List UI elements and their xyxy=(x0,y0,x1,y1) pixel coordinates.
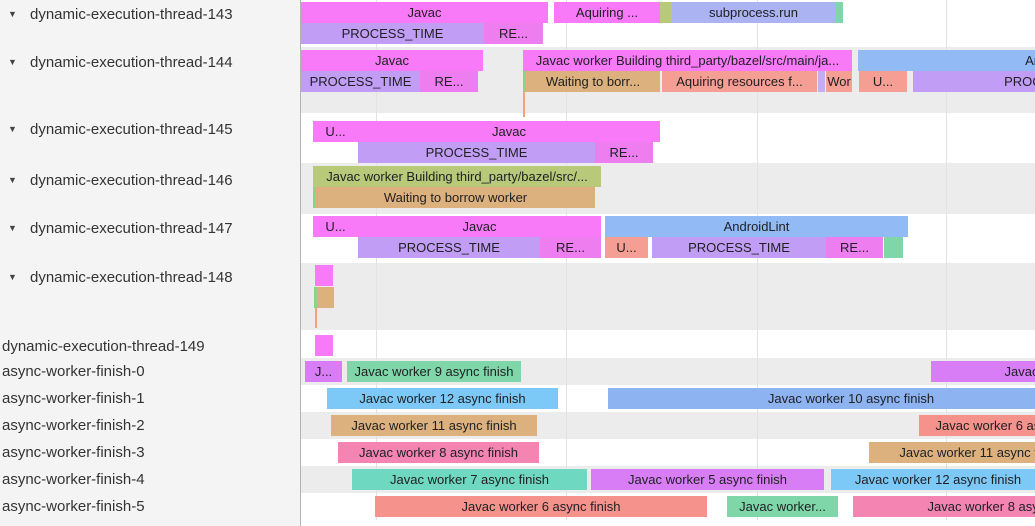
time-gridline xyxy=(757,0,758,520)
slice-bar[interactable]: Javac worker 6 async finish xyxy=(375,496,707,517)
track-name-label: dynamic-execution-thread-145 xyxy=(30,120,233,138)
track-name-label: dynamic-execution-thread-143 xyxy=(30,5,233,23)
slice-bar[interactable]: PROCESS_TIME xyxy=(301,71,420,92)
slice-bar[interactable]: Javac worker 10 async finish xyxy=(608,388,1035,409)
slice-bar[interactable]: Javac xyxy=(358,216,601,237)
track-name-label: async-worker-finish-4 xyxy=(2,470,145,488)
slice-bar[interactable] xyxy=(317,287,334,308)
track-row-async-worker-finish-4[interactable]: async-worker-finish-4 xyxy=(0,466,300,492)
slice-bar[interactable]: J... xyxy=(305,361,342,382)
slice-bar[interactable] xyxy=(835,2,843,23)
collapse-triangle-icon[interactable]: ▼ xyxy=(8,9,17,19)
slice-bar[interactable]: PROCESS_TIME xyxy=(913,71,1035,92)
slice-bar[interactable]: U... xyxy=(859,71,907,92)
slice-bar[interactable]: Javac worker 5 async finish xyxy=(931,361,1035,382)
timeline-canvas[interactable]: Javac Aquiring ... subprocess.run PROCESS_T… xyxy=(301,0,1035,526)
track-name-label: async-worker-finish-5 xyxy=(2,497,145,515)
slice-bar[interactable]: Javac worker 6 async finish xyxy=(919,415,1035,436)
track-row-async-worker-finish-0[interactable]: async-worker-finish-0 xyxy=(0,358,300,384)
slice-bar[interactable] xyxy=(660,2,672,23)
slice-bar[interactable]: Javac worker... xyxy=(727,496,838,517)
slice-bar[interactable]: Javac worker Building third_party/bazel/… xyxy=(523,50,852,71)
slice-bar[interactable]: RE... xyxy=(826,237,883,258)
slice-bar[interactable] xyxy=(523,71,526,92)
slice-bar[interactable]: PROCESS_TIME xyxy=(358,142,595,163)
sidebar-timeline-divider xyxy=(300,0,301,526)
track-name-label: dynamic-execution-thread-146 xyxy=(30,171,233,189)
slice-bar[interactable]: Waiting to borr... xyxy=(526,71,660,92)
collapse-triangle-icon[interactable]: ▼ xyxy=(8,57,17,67)
slice-bar[interactable] xyxy=(314,287,317,308)
track-row-dynamic-execution-thread-143[interactable]: ▼ dynamic-execution-thread-143 xyxy=(0,1,300,27)
slice-bar[interactable]: Javac worker 12 async finish xyxy=(831,469,1035,490)
slice-bar[interactable]: PROCESS_TIME xyxy=(652,237,826,258)
slice-bar[interactable]: Javac worker 12 async finish xyxy=(327,388,558,409)
slice-bar[interactable]: Waiting to borrow worker xyxy=(316,187,595,208)
slice-bar[interactable]: Javac xyxy=(301,50,483,71)
thin-slice-marker[interactable] xyxy=(523,92,525,117)
slice-bar[interactable]: Javac worker 11 async finish xyxy=(869,442,1035,463)
slice-bar[interactable]: Javac worker 9 async finish xyxy=(347,361,521,382)
track-name-label: async-worker-finish-2 xyxy=(2,416,145,434)
slice-bar[interactable] xyxy=(313,187,316,208)
slice-bar[interactable]: PROCESS_TIME xyxy=(358,237,540,258)
slice-bar[interactable]: Javac worker 7 async finish xyxy=(352,469,587,490)
slice-bar[interactable]: Javac xyxy=(358,121,660,142)
collapse-triangle-icon[interactable]: ▼ xyxy=(8,124,17,134)
slice-bar[interactable]: Wor xyxy=(826,71,852,92)
slice-bar[interactable]: U... xyxy=(313,121,358,142)
slice-bar[interactable]: Aquiring resources f... xyxy=(662,71,817,92)
slice-bar[interactable]: RE... xyxy=(595,142,653,163)
track-name-label: dynamic-execution-thread-148 xyxy=(30,268,233,286)
track-name-label: async-worker-finish-3 xyxy=(2,443,145,461)
slice-bar[interactable]: U... xyxy=(605,237,648,258)
collapse-triangle-icon[interactable]: ▼ xyxy=(8,175,17,185)
track-row-async-worker-finish-1[interactable]: async-worker-finish-1 xyxy=(0,385,300,411)
slice-bar[interactable]: Aquiring ... xyxy=(554,2,660,23)
track-background xyxy=(301,330,1035,358)
slice-bar[interactable]: RE... xyxy=(420,71,478,92)
track-row-dynamic-execution-thread-145[interactable]: ▼ dynamic-execution-thread-145 xyxy=(0,116,300,142)
slice-bar[interactable]: subprocess.run xyxy=(672,2,835,23)
slice-bar[interactable]: AndroidLint xyxy=(858,50,1035,71)
collapse-triangle-icon[interactable]: ▼ xyxy=(8,223,17,233)
time-gridline xyxy=(376,0,377,520)
slice-bar[interactable]: Javac worker 5 async finish xyxy=(591,469,824,490)
track-background xyxy=(301,263,1035,330)
track-name-label: dynamic-execution-thread-149 xyxy=(2,337,205,355)
track-row-async-worker-finish-2[interactable]: async-worker-finish-2 xyxy=(0,412,300,438)
slice-bar[interactable]: Javac worker 8 async finish xyxy=(853,496,1035,517)
slice-bar[interactable]: Javac worker 11 async finish xyxy=(331,415,537,436)
track-row-dynamic-execution-thread-148[interactable]: ▼ dynamic-execution-thread-148 xyxy=(0,264,300,290)
slice-bar[interactable]: AndroidLint xyxy=(605,216,908,237)
collapse-triangle-icon[interactable]: ▼ xyxy=(8,272,17,282)
slice-bar[interactable] xyxy=(315,335,333,356)
track-row-dynamic-execution-thread-149[interactable]: dynamic-execution-thread-149 xyxy=(0,333,300,359)
track-name-sidebar: ▼ dynamic-execution-thread-143 ▼ dynamic-ex… xyxy=(0,0,300,526)
track-name-label: async-worker-finish-0 xyxy=(2,362,145,380)
track-name-label: async-worker-finish-1 xyxy=(2,389,145,407)
track-name-label: dynamic-execution-thread-144 xyxy=(30,53,233,71)
slice-bar[interactable]: Javac worker Building third_party/bazel/… xyxy=(313,166,601,187)
slice-bar[interactable]: U... xyxy=(313,216,358,237)
slice-bar[interactable]: Javac worker 8 async finish xyxy=(338,442,539,463)
thin-slice-marker[interactable] xyxy=(315,308,317,328)
slice-bar[interactable]: RE... xyxy=(540,237,601,258)
slice-bar[interactable]: RE... xyxy=(484,23,543,44)
track-row-dynamic-execution-thread-146[interactable]: ▼ dynamic-execution-thread-146 xyxy=(0,167,300,193)
track-row-async-worker-finish-5[interactable]: async-worker-finish-5 xyxy=(0,493,300,519)
slice-bar[interactable]: Javac xyxy=(301,2,548,23)
slice-bar[interactable]: PROCESS_TIME xyxy=(301,23,484,44)
slice-bar[interactable] xyxy=(315,265,333,286)
slice-bar[interactable] xyxy=(884,237,903,258)
slice-bar[interactable] xyxy=(818,71,825,92)
track-name-label: dynamic-execution-thread-147 xyxy=(30,219,233,237)
track-row-async-worker-finish-3[interactable]: async-worker-finish-3 xyxy=(0,439,300,465)
time-gridline xyxy=(566,0,567,520)
track-row-dynamic-execution-thread-144[interactable]: ▼ dynamic-execution-thread-144 xyxy=(0,49,300,75)
time-gridline xyxy=(946,0,947,520)
track-row-dynamic-execution-thread-147[interactable]: ▼ dynamic-execution-thread-147 xyxy=(0,215,300,241)
